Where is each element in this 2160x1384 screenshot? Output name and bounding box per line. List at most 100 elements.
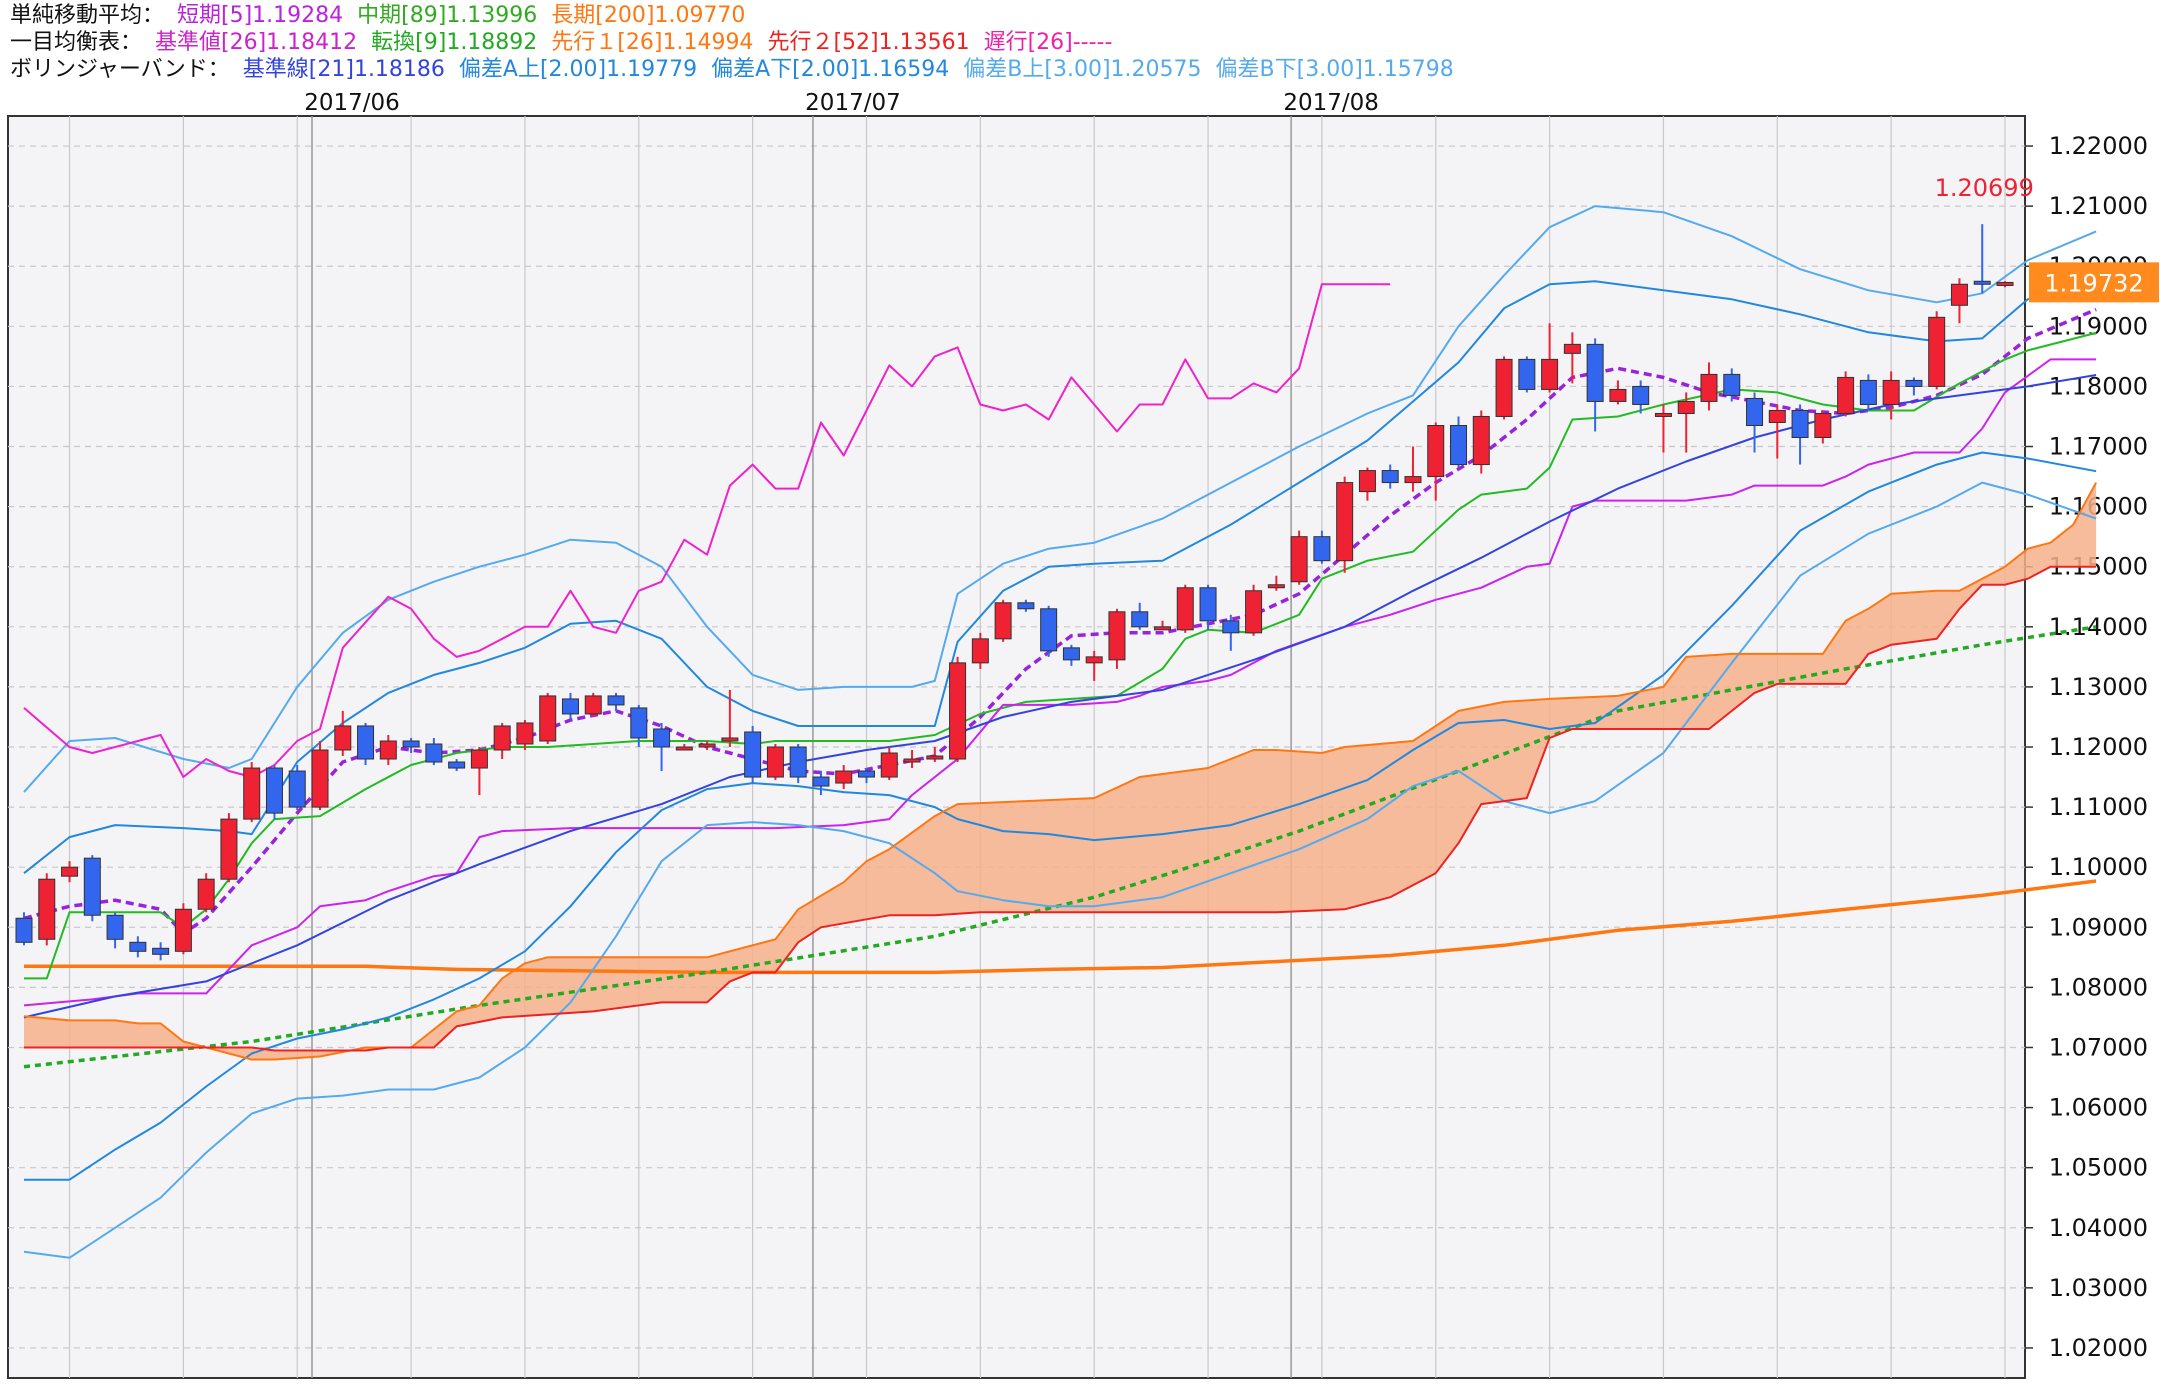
x-tick-label: 2017/08 <box>1283 90 1379 116</box>
candle-body <box>1973 280 1991 285</box>
candle-body <box>903 758 921 763</box>
bollinger-legend-item: 偏差A上[2.00]1.19779 <box>458 57 698 82</box>
y-tick-label: 1.13000 <box>2049 673 2148 701</box>
candle-body <box>1040 608 1058 652</box>
ichimoku-legend-item: 転換[9]1.18892 <box>371 30 538 55</box>
candle-body <box>994 602 1012 640</box>
candle-body <box>1176 587 1194 631</box>
y-tick-label: 1.16000 <box>2049 493 2148 521</box>
ichimoku-legend-item: 遅行[26]----- <box>983 30 1113 55</box>
ichimoku-legend-label: 一目均衡表： <box>10 30 143 55</box>
candle-body <box>402 740 420 748</box>
y-tick-label: 1.18000 <box>2049 372 2148 400</box>
candle-body <box>1905 379 1923 387</box>
candle-body <box>197 878 215 910</box>
candle-body <box>835 770 853 784</box>
candle-body <box>1313 536 1331 562</box>
y-tick-label: 1.07000 <box>2049 1033 2148 1061</box>
candle-body <box>1017 602 1035 610</box>
candle-body <box>766 746 784 778</box>
candle-body <box>721 737 739 742</box>
bb-b-line <box>23 205 2097 793</box>
y-tick-label: 1.02000 <box>2049 1334 2148 1362</box>
candle-body <box>630 707 648 739</box>
candle-body <box>607 695 625 706</box>
candle-body <box>971 638 989 664</box>
candle-body <box>61 866 79 877</box>
candle-body <box>744 731 762 778</box>
chikou-line <box>23 283 1391 778</box>
candle-body <box>334 725 352 751</box>
bb-mid-line <box>23 374 2097 1019</box>
candle-body <box>152 947 170 955</box>
candle-body <box>1131 611 1149 628</box>
candle-body <box>880 752 898 778</box>
candle-body <box>1541 358 1559 390</box>
candle-body <box>949 662 967 760</box>
candle-body <box>1882 379 1900 405</box>
ichimoku-legend-item: 先行１[26]1.14994 <box>551 30 754 55</box>
y-tick-label: 1.08000 <box>2049 973 2148 1001</box>
current-price-badge <box>2029 262 2159 303</box>
candle-body <box>1518 358 1536 390</box>
candle-body <box>1859 379 1877 405</box>
ichimoku-legend-item: 先行２[52]1.13561 <box>767 30 970 55</box>
candle-body <box>1677 400 1695 414</box>
candle-body <box>1358 470 1376 493</box>
y-tick-label: 1.21000 <box>2049 192 2148 220</box>
candle-body <box>1996 281 2014 286</box>
candle-body <box>1154 626 1172 631</box>
candle-body <box>243 767 261 820</box>
candle-body <box>1723 373 1741 396</box>
candle-body <box>1586 343 1604 402</box>
candle-body <box>1267 584 1285 589</box>
y-tick-label: 1.14000 <box>2049 613 2148 641</box>
high-price-label: 1.20699 <box>1935 174 2034 202</box>
candle-body <box>1746 397 1764 426</box>
candle-body <box>470 749 488 769</box>
sma-legend-label: 単純移動平均： <box>10 3 165 28</box>
x-tick-label: 2017/06 <box>304 90 400 116</box>
candle-body <box>1427 424 1445 478</box>
candle-body <box>857 770 875 778</box>
candle-body <box>1381 470 1399 484</box>
ichimoku-legend-row: 一目均衡表： 基準値[26]1.18412 転換[9]1.18892 先行１[26]… <box>10 29 1126 57</box>
candle-body <box>493 725 511 751</box>
candle-body <box>1290 536 1308 583</box>
sma-legend-item: 長期[200]1.09770 <box>551 3 746 28</box>
y-tick-label: 1.10000 <box>2049 853 2148 881</box>
y-tick-label: 1.03000 <box>2049 1274 2148 1302</box>
candle-body <box>1563 343 1581 354</box>
candle-body <box>926 755 944 760</box>
candle-body <box>129 941 147 952</box>
candle-body <box>1837 376 1855 414</box>
candle-body <box>1062 647 1080 661</box>
candle-body <box>1199 587 1217 622</box>
candle-body <box>83 857 101 916</box>
kijun-line <box>23 358 2097 1007</box>
indicator-legend: 単純移動平均： 短期[5]1.19284 中期[89]1.13996 長期[200]… <box>0 0 2160 86</box>
candle-body <box>1108 611 1126 661</box>
candle-body <box>106 914 124 940</box>
candle-body <box>789 746 807 778</box>
candle-body <box>1222 620 1240 634</box>
candle-body <box>1768 409 1786 423</box>
candle-body <box>379 740 397 760</box>
sma-legend-item: 中期[89]1.13996 <box>357 3 538 28</box>
candle-body <box>698 743 716 748</box>
candle-body <box>174 908 192 952</box>
bollinger-legend-item: 偏差B上[3.00]1.20575 <box>963 57 1202 82</box>
candle-body <box>1700 373 1718 402</box>
bollinger-legend-row: ボリンジャーバンド： 基準線[21]1.18186 偏差A上[2.00]1.197… <box>10 56 1468 84</box>
candle-body <box>675 746 693 751</box>
senkou-a-line <box>23 482 2097 1061</box>
y-tick-label: 1.19000 <box>2049 312 2148 340</box>
candle-body <box>1632 385 1650 405</box>
y-tick-label: 1.05000 <box>2049 1154 2148 1182</box>
candle-body <box>1336 482 1354 562</box>
bb-a-line <box>24 451 2097 1181</box>
bollinger-legend-item: 基準線[21]1.18186 <box>242 57 445 82</box>
candle-body <box>653 728 671 748</box>
candle-body <box>561 698 579 715</box>
